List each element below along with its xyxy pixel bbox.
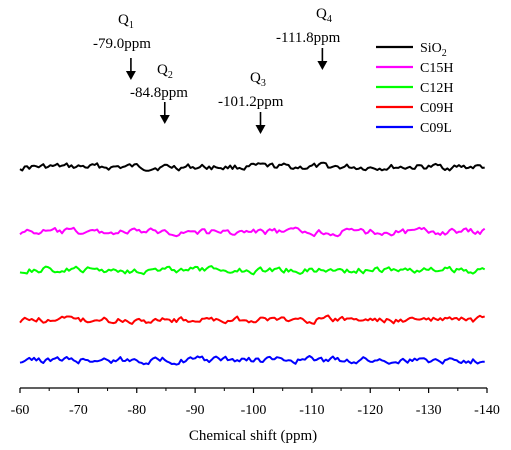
spectra-group <box>19 161 486 366</box>
x-tick-label: -130 <box>416 403 442 418</box>
series-line-c09h <box>19 314 486 325</box>
x-tick-label: -140 <box>474 403 500 418</box>
x-axis-title: Chemical shift (ppm) <box>189 428 317 444</box>
series-line-c12h <box>19 265 486 276</box>
peak-label-q4: Q4 <box>316 6 332 25</box>
peak-arrow-head-q3 <box>255 125 266 134</box>
legend-label-c09l: C09L <box>420 121 452 136</box>
peak-annotations: Q1 -79.0ppm Q2 -84.8ppm Q3 -101.2ppm Q4 -111.8p… <box>93 6 341 134</box>
peak-arrow-head-q1 <box>125 71 136 80</box>
series-line-c09l <box>19 355 485 366</box>
series-line-c15h <box>19 226 486 238</box>
x-tick-label: -100 <box>241 403 267 418</box>
peak-arrow-head-q4 <box>317 61 328 70</box>
peak-label-q3: Q3 <box>250 70 266 89</box>
series-line-sio2 <box>19 161 485 172</box>
x-tick-label: -60 <box>11 403 30 418</box>
legend: SiO2 C15H C12H C09H C09L <box>376 41 453 136</box>
legend-label-c12h: C12H <box>420 81 453 96</box>
x-tick-label: -70 <box>69 403 88 418</box>
x-tick-label: -80 <box>127 403 146 418</box>
peak-value-q3: -101.2ppm <box>218 94 284 110</box>
peak-arrow-head-q2 <box>159 115 170 124</box>
x-ticks-group: -60 -70 -80 -90 -100 -110 -120 -130 -140 <box>11 388 500 418</box>
legend-label-sio2: SiO2 <box>420 41 447 59</box>
legend-label-c09h: C09H <box>420 101 453 116</box>
peak-value-q4: -111.8ppm <box>276 30 341 46</box>
peak-value-q1: -79.0ppm <box>93 36 151 52</box>
x-tick-label: -120 <box>357 403 383 418</box>
peak-label-q2: Q2 <box>157 62 173 81</box>
x-tick-label: -90 <box>186 403 205 418</box>
peak-label-q1: Q1 <box>118 12 134 31</box>
legend-label-c15h: C15H <box>420 61 453 76</box>
x-tick-label: -110 <box>299 403 324 418</box>
peak-value-q2: -84.8ppm <box>130 85 188 101</box>
